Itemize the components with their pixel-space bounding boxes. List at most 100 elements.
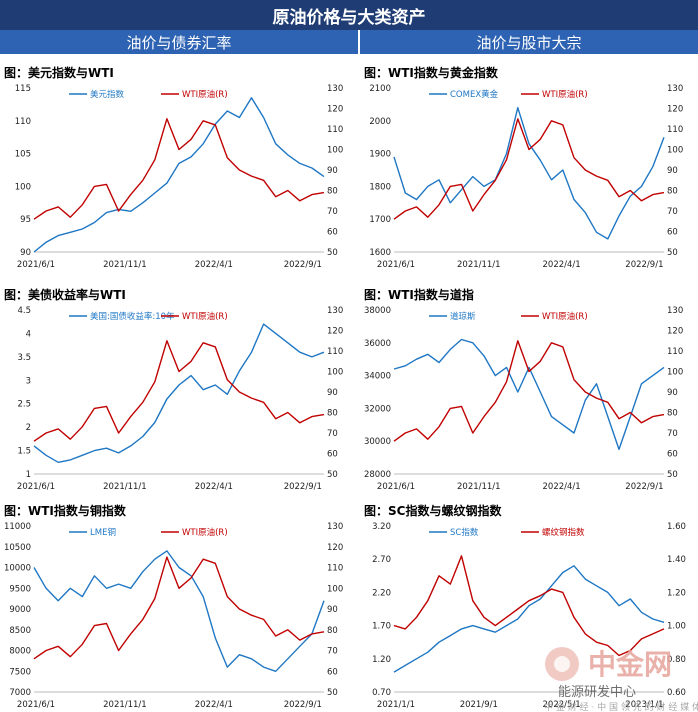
watermark-tagline: 中 金 财 经 · 中 国 领 先 的 财 经 媒 体 bbox=[544, 701, 698, 712]
left-tick-label: 28000 bbox=[364, 470, 391, 480]
legend-label: COMEX黄金 bbox=[450, 89, 499, 100]
left-tick-label: 1 bbox=[26, 470, 31, 480]
x-tick-label: 2021/11/1 bbox=[457, 260, 501, 270]
right-tick-label: 90 bbox=[327, 388, 338, 398]
chart-ust-wti: 1 1.5 2 2.5 3 3.5 4 4.5 50 60 70 80 90 100 110 120 130 20… bbox=[17, 306, 343, 492]
left-tick-label: 2 bbox=[26, 423, 31, 433]
right-tick-label: 90 bbox=[667, 388, 678, 398]
x-tick-label: 2021/6/1 bbox=[377, 260, 415, 270]
right-tick-label: 0.60 bbox=[667, 688, 686, 698]
chart-title: 图：美元指数与WTI bbox=[4, 66, 114, 80]
chart-wti-gold: 1600 1700 1800 1900 2000 2100 50 60 70 80 90 100 110… bbox=[369, 84, 683, 270]
left-tick-label: 38000 bbox=[364, 306, 391, 316]
x-tick-label: 2022/4/1 bbox=[543, 260, 581, 270]
left-tick-label: 11000 bbox=[4, 522, 31, 532]
legend-label: WTI原油(R) bbox=[542, 311, 588, 322]
left-tick-label: 7000 bbox=[9, 688, 31, 698]
section-header-equities-commodities: 油价与股市大宗 bbox=[360, 30, 698, 54]
left-tick-label: 4.5 bbox=[17, 306, 31, 316]
x-tick-label: 2022/4/1 bbox=[543, 482, 581, 492]
x-tick-label: 2022/9/1 bbox=[625, 260, 663, 270]
right-tick-label: 130 bbox=[327, 522, 343, 532]
legend-label: 道琼斯 bbox=[450, 311, 476, 322]
left-tick-label: 8000 bbox=[9, 647, 31, 657]
left-tick-label: 90 bbox=[20, 248, 31, 258]
legend-label: WTI原油(R) bbox=[182, 89, 228, 100]
legend-label: SC指数 bbox=[450, 527, 479, 538]
right-tick-label: 80 bbox=[327, 409, 338, 419]
x-tick-label: 2021/11/1 bbox=[103, 482, 147, 492]
left-tick-label: 8500 bbox=[9, 626, 31, 636]
x-tick-label: 2021/6/1 bbox=[17, 260, 55, 270]
right-tick-label: 50 bbox=[667, 248, 678, 258]
right-tick-label: 70 bbox=[667, 429, 678, 439]
section-divider bbox=[358, 30, 360, 54]
right-tick-label: 90 bbox=[327, 166, 338, 176]
left-tick-label: 2.5 bbox=[17, 400, 31, 410]
chart-title: 图：WTI指数与道指 bbox=[364, 288, 474, 302]
left-tick-label: 1.20 bbox=[372, 655, 391, 665]
left-tick-label: 3.20 bbox=[372, 522, 391, 532]
left-tick-label: 30000 bbox=[364, 437, 391, 447]
x-tick-label: 2021/6/1 bbox=[377, 482, 415, 492]
right-tick-label: 60 bbox=[327, 667, 338, 677]
section-header-bonds-fx: 油价与债券汇率 bbox=[0, 30, 358, 54]
right-tick-label: 130 bbox=[667, 84, 683, 94]
right-tick-label: 70 bbox=[667, 207, 678, 217]
watermark-logo: 中金网 能源研发中心 中 金 财 经 · 中 国 领 先 的 财 经 媒 体 bbox=[544, 647, 698, 712]
x-tick-label: 2022/4/1 bbox=[195, 482, 233, 492]
legend-label: WTI原油(R) bbox=[182, 527, 228, 538]
left-tick-label: 2000 bbox=[369, 117, 391, 127]
left-tick-label: 4 bbox=[26, 329, 31, 339]
watermark-org: 能源研发中心 bbox=[558, 684, 636, 700]
series-line-wti bbox=[393, 118, 665, 220]
right-tick-label: 90 bbox=[667, 166, 678, 176]
series-line-primary bbox=[33, 550, 325, 673]
chart-usd-wti: 90 95 100 105 110 115 50 60 70 80 90 100 110 120 130 20… bbox=[15, 84, 343, 270]
x-tick-label: 2022/4/1 bbox=[195, 260, 233, 270]
x-tick-label: 2021/9/1 bbox=[460, 700, 498, 710]
right-tick-label: 0.80 bbox=[667, 655, 686, 665]
right-tick-label: 110 bbox=[327, 125, 343, 135]
right-tick-label: 70 bbox=[327, 429, 338, 439]
left-tick-label: 32000 bbox=[364, 404, 391, 414]
right-tick-label: 60 bbox=[667, 228, 678, 238]
x-tick-label: 2022/9/1 bbox=[284, 482, 322, 492]
chart-sc-rebar: 0.70 1.20 1.70 2.20 2.70 3.20 0.60 0.80 1.00 1.20… bbox=[372, 522, 686, 710]
x-tick-label: 2022/9/1 bbox=[284, 700, 322, 710]
right-tick-label: 50 bbox=[327, 688, 338, 698]
left-tick-label: 10000 bbox=[4, 564, 31, 574]
chart-panel-wti-gold: 图：WTI指数与黄金指数 1600 1700 1800 1900 2000 2100 50 6… bbox=[360, 64, 698, 272]
x-tick-label: 2022/9/1 bbox=[625, 482, 663, 492]
chart-title: 图：美债收益率与WTI bbox=[4, 288, 126, 302]
x-tick-label: 2021/1/1 bbox=[377, 700, 415, 710]
chart-panel-wti-copper: 图：WTI指数与铜指数 7000 7500 8000 8500 9000 9500 1000… bbox=[0, 502, 358, 712]
left-tick-label: 1.70 bbox=[372, 622, 391, 632]
left-tick-label: 100 bbox=[15, 182, 31, 192]
right-tick-label: 120 bbox=[667, 327, 683, 337]
series-line-primary bbox=[393, 565, 665, 673]
series-line-wti bbox=[33, 556, 325, 660]
x-tick-label: 2021/11/1 bbox=[103, 700, 147, 710]
x-tick-label: 2021/11/1 bbox=[103, 260, 147, 270]
right-tick-label: 50 bbox=[327, 470, 338, 480]
left-tick-label: 110 bbox=[15, 117, 31, 127]
chart-panel-sc-rebar: 图：SC指数与螺纹钢指数 0.70 1.20 1.70 2.20 2.70 3.20 0.6… bbox=[360, 502, 698, 712]
right-tick-label: 100 bbox=[327, 368, 343, 378]
right-tick-label: 110 bbox=[667, 347, 683, 357]
right-tick-label: 100 bbox=[327, 584, 343, 594]
right-tick-label: 120 bbox=[327, 327, 343, 337]
left-tick-label: 36000 bbox=[364, 339, 391, 349]
left-tick-label: 9500 bbox=[9, 584, 31, 594]
legend-label: LME铜 bbox=[90, 527, 116, 538]
chart-title: 图：WTI指数与铜指数 bbox=[4, 504, 126, 518]
right-tick-label: 120 bbox=[667, 105, 683, 115]
right-tick-label: 100 bbox=[667, 146, 683, 156]
left-tick-label: 34000 bbox=[364, 372, 391, 382]
x-tick-label: 2023/1/1 bbox=[625, 700, 663, 710]
right-tick-label: 1.20 bbox=[667, 588, 686, 598]
chart-panel-wti-dow: 图：WTI指数与道指 28000 30000 32000 34000 36000 3800… bbox=[360, 286, 698, 494]
left-tick-label: 9000 bbox=[9, 605, 31, 615]
watermark-brand: 中金网 bbox=[588, 648, 672, 681]
chart-wti-copper: 7000 7500 8000 8500 9000 9500 10000 10500 11000 5… bbox=[4, 522, 343, 710]
